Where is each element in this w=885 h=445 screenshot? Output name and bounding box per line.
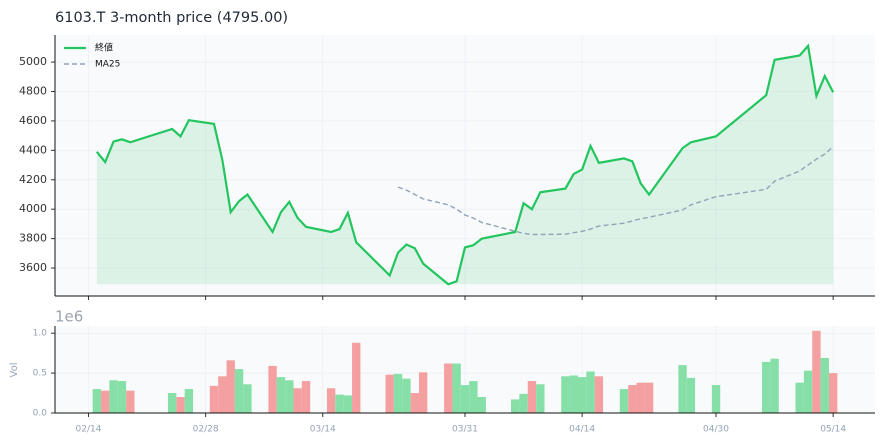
volume-bar [352,342,361,413]
volume-bar [619,389,629,413]
y-tick-label: 4000 [19,202,47,215]
x-tick-label: 03/14 [310,425,336,435]
legend-label: 終値 [95,42,113,54]
volume-bar [795,382,804,413]
x-tick-label: 05/14 [820,425,846,435]
volume-bar [226,360,235,413]
volume-bar [218,376,227,413]
volume-bar [511,399,520,413]
x-tick-label: 02/14 [76,425,102,435]
volume-bar [828,373,838,413]
volume-bar [644,382,654,413]
x-tick-label: 04/14 [569,425,595,435]
volume-bar [536,384,545,413]
volume-bar [243,384,252,413]
x-tick-label: 03/31 [452,425,478,435]
volume-bar [803,370,813,413]
volume-bar [402,378,411,413]
y-tick-label: 4600 [19,114,47,127]
volume-bar [343,395,353,413]
volume-bar [301,381,311,413]
volume-bar [711,385,721,413]
volume-bar [586,371,595,413]
offset-label: 1e6 [55,308,83,326]
price-line [95,43,835,286]
legend-label: MA25 [95,60,120,70]
y-tick-label: 0.5 [33,369,47,379]
volume-bar [636,382,645,413]
volume-bar [276,377,286,413]
volume-bar [176,397,185,413]
volume-bar [101,390,110,413]
volume-bar [628,385,637,413]
volume-bar [385,374,394,413]
volume-bar [293,388,302,413]
volume-bar [444,363,453,413]
ma-line [397,146,834,236]
y-tick-label: 4400 [19,143,47,156]
volume-bar [812,330,821,413]
volume-bar [686,377,696,413]
volume-bar [820,357,829,413]
volume-bar [326,388,336,413]
x-tick-label: 04/30 [703,425,729,435]
volume-bar [762,361,771,413]
volume-bar [234,369,244,413]
y-axis-label: Vol [9,363,20,378]
volume-bar [561,376,570,413]
volume-bar [117,381,127,413]
volume-bar [109,380,118,413]
volume-bar [126,390,135,413]
volume-bar [477,397,486,413]
volume-bar [418,372,428,413]
volume-bar [92,389,102,413]
volume-bar [460,385,470,413]
volume-bar [594,376,604,413]
volume-bar [678,365,687,413]
volume-bar [577,377,587,413]
volume-bar [393,373,403,413]
y-tick-label: 4800 [19,84,47,97]
y-tick-label: 3600 [19,261,47,274]
x-tick-label: 02/28 [193,425,219,435]
y-tick-label: 1.0 [33,329,48,339]
volume-bar [410,393,419,413]
area [96,45,834,285]
volume-bar [285,380,294,413]
volume-bar [184,389,194,413]
y-tick-label: 4200 [19,173,47,186]
volume-bar [209,385,219,413]
volume-bar [452,363,461,413]
volume-bar [268,365,277,413]
volume-bar [519,393,528,413]
y-tick-label: 3800 [19,232,47,245]
volume-bar [167,393,177,413]
volume-bar [770,358,779,413]
chart-title: 6103.T 3-month price (4795.00) [55,10,288,26]
volume-bar [569,375,578,413]
volume-bar [469,381,478,413]
volume-bar [335,394,344,413]
y-tick-label: 0.0 [33,409,48,419]
volume-bar [527,381,537,413]
y-tick-label: 5000 [19,55,47,68]
